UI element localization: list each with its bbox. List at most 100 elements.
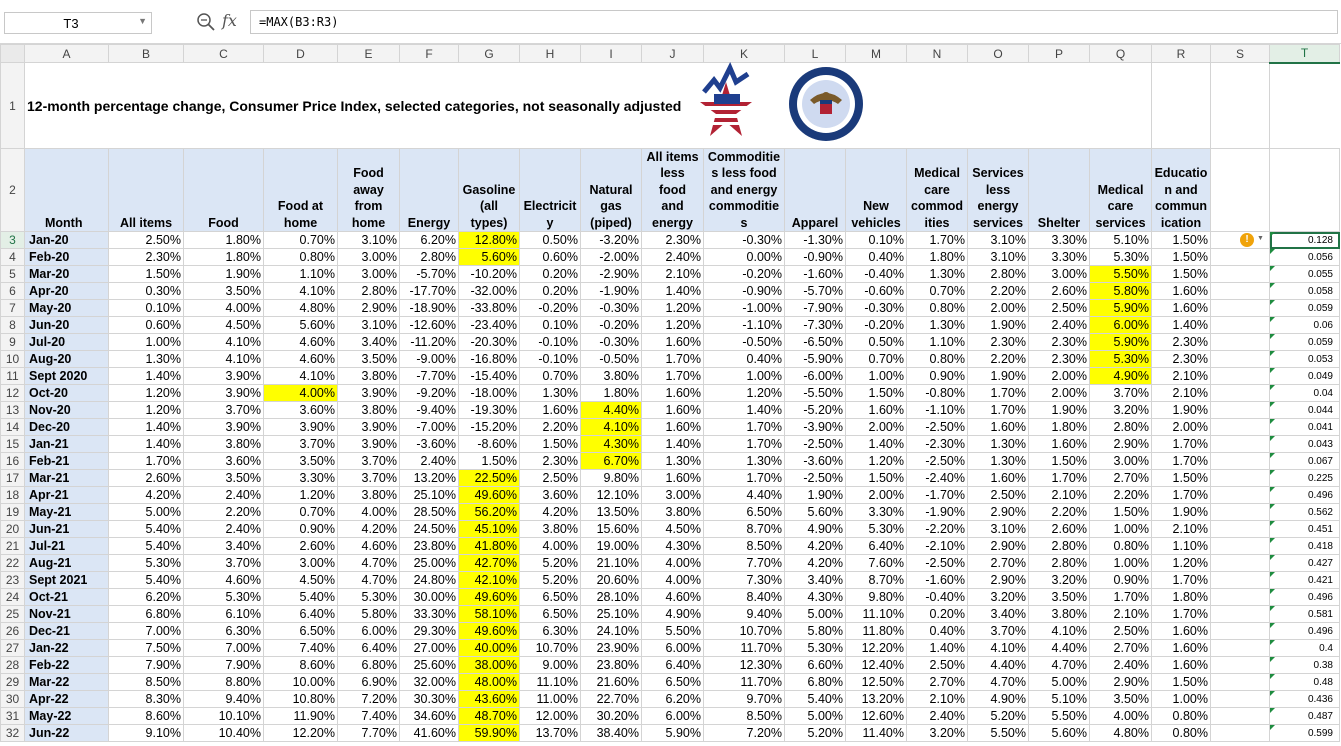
value-cell[interactable]: -0.20% — [519, 299, 581, 318]
value-cell[interactable]: 1.90% — [784, 486, 846, 505]
month-cell[interactable]: Jul-21 — [24, 537, 109, 556]
row-header[interactable]: 30 — [0, 690, 25, 709]
value-cell[interactable]: 3.00% — [641, 486, 704, 505]
column-header-p[interactable]: P — [1028, 44, 1090, 63]
value-cell[interactable]: 1.60% — [845, 401, 907, 420]
header-cell[interactable]: Food — [183, 147, 264, 233]
value-cell[interactable]: -18.90% — [399, 299, 459, 318]
cell[interactable] — [1210, 503, 1270, 522]
value-cell[interactable]: -17.70% — [399, 282, 459, 301]
header-cell[interactable]: All items less food and energy — [641, 147, 704, 233]
value-cell[interactable]: -2.50% — [784, 435, 846, 454]
select-all-corner[interactable] — [0, 44, 25, 63]
value-cell[interactable]: 5.00% — [784, 707, 846, 726]
row-header[interactable]: 27 — [0, 639, 25, 658]
value-cell[interactable]: 1.20% — [1151, 554, 1211, 573]
value-cell[interactable]: 20.60% — [580, 571, 642, 590]
value-cell[interactable]: -9.20% — [399, 384, 459, 403]
value-cell[interactable]: 3.90% — [337, 418, 400, 437]
value-cell[interactable]: 2.40% — [183, 520, 264, 539]
header-cell[interactable]: Food away from home — [337, 147, 400, 233]
value-cell[interactable]: 41.80% — [458, 537, 520, 556]
value-cell[interactable]: 0.20% — [519, 282, 581, 301]
cell[interactable] — [1210, 316, 1270, 335]
row-header[interactable]: 31 — [0, 707, 25, 726]
value-cell[interactable]: 2.80% — [1028, 554, 1090, 573]
value-cell[interactable]: 2.30% — [1151, 333, 1211, 352]
max-value-cell[interactable]: 0.496 — [1269, 486, 1340, 505]
value-cell[interactable]: 2.90% — [1089, 435, 1152, 454]
row-header[interactable]: 2 — [0, 147, 25, 233]
value-cell[interactable]: 6.80% — [108, 605, 184, 624]
max-value-cell[interactable]: 0.067 — [1269, 452, 1340, 471]
value-cell[interactable]: 2.70% — [1089, 639, 1152, 658]
month-cell[interactable]: Aug-21 — [24, 554, 109, 573]
value-cell[interactable]: 3.00% — [1089, 452, 1152, 471]
cell[interactable] — [1210, 333, 1270, 352]
row-header[interactable]: 14 — [0, 418, 25, 437]
value-cell[interactable]: 7.90% — [183, 656, 264, 675]
cell[interactable] — [1210, 350, 1270, 369]
month-cell[interactable]: Jun-22 — [24, 724, 109, 743]
value-cell[interactable]: 25.10% — [580, 605, 642, 624]
value-cell[interactable]: 7.90% — [108, 656, 184, 675]
value-cell[interactable]: 1.60% — [519, 401, 581, 420]
column-header-e[interactable]: E — [337, 44, 400, 63]
value-cell[interactable]: -2.40% — [906, 469, 968, 488]
value-cell[interactable]: -11.20% — [399, 333, 459, 352]
column-header-d[interactable]: D — [263, 44, 338, 63]
value-cell[interactable]: 4.10% — [1028, 622, 1090, 641]
value-cell[interactable]: 28.10% — [580, 588, 642, 607]
value-cell[interactable]: 0.70% — [263, 231, 338, 250]
header-cell[interactable]: Food at home — [263, 147, 338, 233]
value-cell[interactable]: 1.00% — [1089, 520, 1152, 539]
value-cell[interactable]: 1.90% — [967, 316, 1029, 335]
max-value-cell[interactable]: 0.058 — [1269, 282, 1340, 301]
value-cell[interactable]: -0.30% — [703, 231, 785, 250]
value-cell[interactable]: 11.90% — [263, 707, 338, 726]
value-cell[interactable]: 30.20% — [580, 707, 642, 726]
month-cell[interactable]: May-21 — [24, 503, 109, 522]
value-cell[interactable]: 0.80% — [1151, 724, 1211, 743]
value-cell[interactable]: 6.40% — [845, 537, 907, 556]
value-cell[interactable]: -2.50% — [906, 554, 968, 573]
value-cell[interactable]: 5.30% — [337, 588, 400, 607]
value-cell[interactable]: 2.70% — [906, 673, 968, 692]
value-cell[interactable]: 0.10% — [108, 299, 184, 318]
value-cell[interactable]: 3.70% — [337, 469, 400, 488]
value-cell[interactable]: 9.40% — [183, 690, 264, 709]
value-cell[interactable]: 1.30% — [108, 350, 184, 369]
column-header-o[interactable]: O — [967, 44, 1029, 63]
cell[interactable] — [1210, 248, 1270, 267]
value-cell[interactable]: 11.70% — [703, 639, 785, 658]
cell[interactable] — [1210, 656, 1270, 675]
value-cell[interactable]: 1.60% — [641, 469, 704, 488]
value-cell[interactable]: 3.10% — [967, 231, 1029, 250]
value-cell[interactable]: 3.70% — [1089, 384, 1152, 403]
value-cell[interactable]: 2.90% — [1089, 673, 1152, 692]
month-cell[interactable]: Feb-20 — [24, 248, 109, 267]
value-cell[interactable]: 45.10% — [458, 520, 520, 539]
value-cell[interactable]: 4.40% — [1028, 639, 1090, 658]
value-cell[interactable]: 7.70% — [703, 554, 785, 573]
value-cell[interactable]: 3.10% — [967, 520, 1029, 539]
value-cell[interactable]: 0.80% — [906, 350, 968, 369]
value-cell[interactable]: 4.20% — [337, 520, 400, 539]
value-cell[interactable]: 2.50% — [1089, 622, 1152, 641]
value-cell[interactable]: 7.00% — [183, 639, 264, 658]
value-cell[interactable]: -2.50% — [784, 469, 846, 488]
row-header[interactable]: 25 — [0, 605, 25, 624]
value-cell[interactable]: 1.00% — [1151, 690, 1211, 709]
value-cell[interactable]: 5.20% — [519, 571, 581, 590]
value-cell[interactable]: 2.40% — [183, 486, 264, 505]
value-cell[interactable]: 5.30% — [1089, 350, 1152, 369]
cell[interactable] — [1210, 435, 1270, 454]
value-cell[interactable]: 5.30% — [845, 520, 907, 539]
value-cell[interactable]: 1.30% — [641, 452, 704, 471]
value-cell[interactable]: 5.50% — [967, 724, 1029, 743]
value-cell[interactable]: 5.90% — [1089, 299, 1152, 318]
value-cell[interactable]: 23.90% — [580, 639, 642, 658]
value-cell[interactable]: 0.60% — [108, 316, 184, 335]
value-cell[interactable]: 1.00% — [703, 367, 785, 386]
value-cell[interactable]: 1.70% — [1089, 588, 1152, 607]
